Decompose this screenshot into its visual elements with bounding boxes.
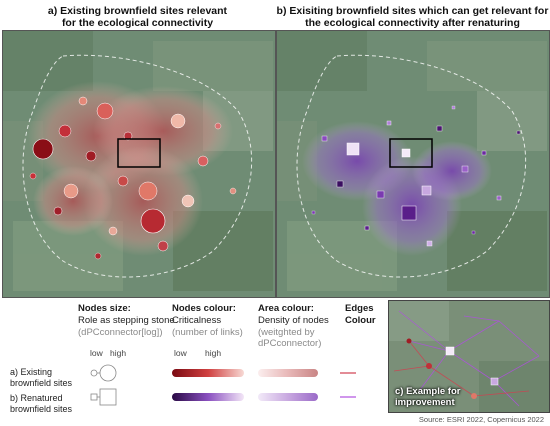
- area-colour-bar-renatured: [258, 393, 318, 401]
- map-a-title-line1: a) Existing brownfield sites relevant: [47, 5, 228, 17]
- legend-area-head: Area colour:: [258, 303, 314, 314]
- legend-edges-head-1: Edges: [345, 303, 374, 314]
- map-a-existing-sites[interactable]: [2, 30, 276, 298]
- map-a-title-line2: for the ecological connectivity: [61, 17, 214, 29]
- edge-samples: [340, 372, 356, 398]
- boundary-line: [296, 54, 527, 278]
- row-renatured-line2: brownfield sites: [10, 404, 73, 414]
- row-renatured-line1: b) Renatured: [10, 393, 63, 403]
- inset-example-map[interactable]: c) Example for improvement: [388, 300, 550, 413]
- focus-box-b: [389, 138, 433, 168]
- inset-label: c) Example for improvement: [395, 386, 460, 408]
- legend-area-sub: Density of nodes: [258, 315, 329, 326]
- row-existing-line2: brownfield sites: [10, 378, 73, 388]
- legend-size-param: (dPCconnector[log]): [78, 327, 163, 338]
- inset-node-renatured-2: [490, 377, 499, 386]
- nodes-existing: [29, 96, 237, 260]
- map-a-title: a) Existing brownfield sites relevant fo…: [0, 5, 275, 29]
- colour-low-label: low: [174, 348, 187, 358]
- area-colour-bar-existing: [258, 369, 318, 377]
- legend-size-sub: Role as stepping stone: [78, 315, 175, 326]
- inset-label-line1: c) Example for: [395, 386, 461, 397]
- legend-colour-sub: Criticalness: [172, 315, 222, 326]
- size-high-label: high: [110, 348, 127, 358]
- legend-edges-head-2: Colour: [345, 315, 376, 326]
- inset-node-existing-2: [471, 393, 477, 399]
- size-symbols: [90, 364, 117, 406]
- row-renatured-label: b) Renatured brownfield sites: [10, 393, 72, 415]
- inset-edges-renatured: [398, 310, 540, 407]
- terrain-texture: [277, 31, 547, 291]
- map-a-canvas: [3, 31, 275, 297]
- colour-high-label: high: [205, 348, 222, 358]
- inset-edges-existing: [393, 340, 530, 397]
- inset-terrain-2: [479, 361, 549, 412]
- size-square-small: [90, 393, 98, 401]
- inset-node-existing-1: [426, 363, 432, 369]
- node-colour-bar-renatured: [172, 393, 244, 401]
- map-b-title: b) Exisiting brownfield sites which can …: [275, 5, 550, 29]
- map-b-canvas: [277, 31, 549, 297]
- legend-area-param-1: (weitghted by: [258, 327, 315, 338]
- size-low-label: low: [90, 348, 103, 358]
- boundary-line: [22, 54, 253, 278]
- focus-box-a: [117, 138, 161, 168]
- row-existing-line1: a) Existing: [10, 367, 53, 377]
- map-b-title-line2: the ecological connectivity after renatu…: [305, 17, 520, 29]
- map-b-renatured-sites[interactable]: [276, 30, 550, 298]
- size-circle-small: [90, 369, 98, 377]
- inset-canvas: [389, 301, 549, 412]
- inset-label-line2: improvement: [395, 397, 455, 408]
- source-credit: Source: ESRI 2022, Copernicus 2022: [418, 415, 544, 424]
- inset-node-renatured-1: [445, 346, 455, 356]
- size-square-large: [99, 388, 117, 406]
- legend-size-head: Nodes size:: [78, 303, 131, 314]
- legend-area-param-2: dPCconnector): [258, 338, 322, 349]
- inset-terrain-1: [389, 301, 449, 341]
- row-existing-label: a) Existing brownfield sites: [10, 367, 72, 389]
- node-colour-bar-existing: [172, 369, 244, 377]
- size-circle-large: [99, 364, 117, 382]
- map-b-title-line1: b) Exisiting brownfield sites which can …: [276, 5, 549, 17]
- nodes-renatured: [311, 105, 521, 247]
- legend-colour-head: Nodes colour:: [172, 303, 236, 314]
- inset-node-existing-3: [406, 338, 412, 344]
- legend-colour-param: (number of links): [172, 327, 243, 338]
